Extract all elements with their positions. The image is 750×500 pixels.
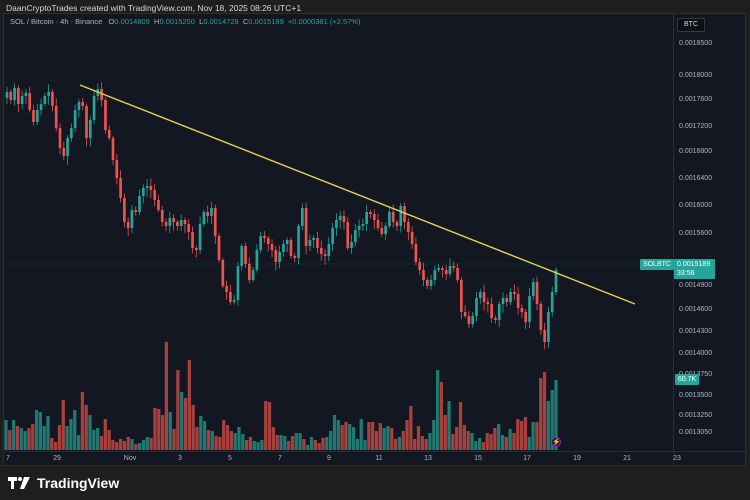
time-tick: 3	[178, 455, 182, 462]
tradingview-logo: TradingView	[8, 475, 119, 491]
time-tick: 7	[6, 455, 10, 462]
lightning-icon[interactable]: ⚡	[551, 437, 561, 447]
price-tick: 0.0017200	[679, 123, 713, 130]
price-tick: 0.0015600	[679, 230, 713, 237]
time-tick: 29	[53, 455, 61, 462]
price-tick: 0.0018000	[679, 72, 713, 79]
open-value: 0.0014809	[114, 17, 150, 26]
price-tick: 0.0013050	[679, 429, 713, 436]
time-tick: 9	[327, 455, 331, 462]
brand-name: TradingView	[37, 475, 120, 491]
time-axis-divider	[3, 451, 746, 452]
currency-badge[interactable]: BTC	[677, 18, 705, 32]
tradingview-mark-icon	[8, 477, 30, 489]
time-tick: 17	[523, 455, 531, 462]
high-value: 0.0015250	[159, 17, 195, 26]
time-tick: 23	[673, 455, 681, 462]
time-tick: Nov	[123, 455, 137, 462]
price-tick: 0.0016000	[679, 202, 713, 209]
time-tick: 11	[375, 455, 383, 462]
time-tick: 7	[278, 455, 282, 462]
time-tick: 19	[573, 455, 581, 462]
chart-credit: DaanCryptoTrades created with TradingVie…	[6, 3, 302, 13]
price-tick: 0.0014900	[679, 282, 713, 289]
ohlc-legend: SOL / Bitcoin · 4h · Binance O0.0014809 …	[10, 17, 361, 26]
change-value: +0.0000381 (+2.57%)	[287, 17, 361, 26]
price-tick: 0.0014600	[679, 306, 713, 313]
price-axis-divider	[673, 13, 674, 466]
price-tick: 0.0014000	[679, 350, 713, 357]
price-tick: 0.0016800	[679, 148, 713, 155]
price-tick: 0.0017600	[679, 96, 713, 103]
price-tick: 0.0018500	[679, 40, 713, 47]
price-tick: 0.0013500	[679, 392, 713, 399]
time-tick: 15	[474, 455, 482, 462]
price-tick: 0.0014300	[679, 328, 713, 335]
time-tick: 21	[623, 455, 631, 462]
symbol-label[interactable]: SOL / Bitcoin · 4h · Binance	[10, 17, 103, 26]
low-value: 0.0014728	[203, 17, 239, 26]
volume-badge: 60.7K	[675, 374, 699, 385]
last-price-value: 0.0015189	[677, 261, 711, 268]
chart-frame[interactable]	[3, 13, 746, 466]
bar-countdown: 33:56	[677, 270, 695, 277]
symbol-price-label: SOLBTC	[639, 259, 674, 270]
time-tick: 13	[424, 455, 432, 462]
close-value: 0.0015189	[248, 17, 284, 26]
price-chart-canvas[interactable]	[4, 14, 673, 451]
price-tick: 0.0013250	[679, 412, 713, 419]
price-tick: 0.0016400	[679, 175, 713, 182]
last-price-badge: 0.0015189 33:56	[674, 259, 715, 279]
time-tick: 5	[228, 455, 232, 462]
